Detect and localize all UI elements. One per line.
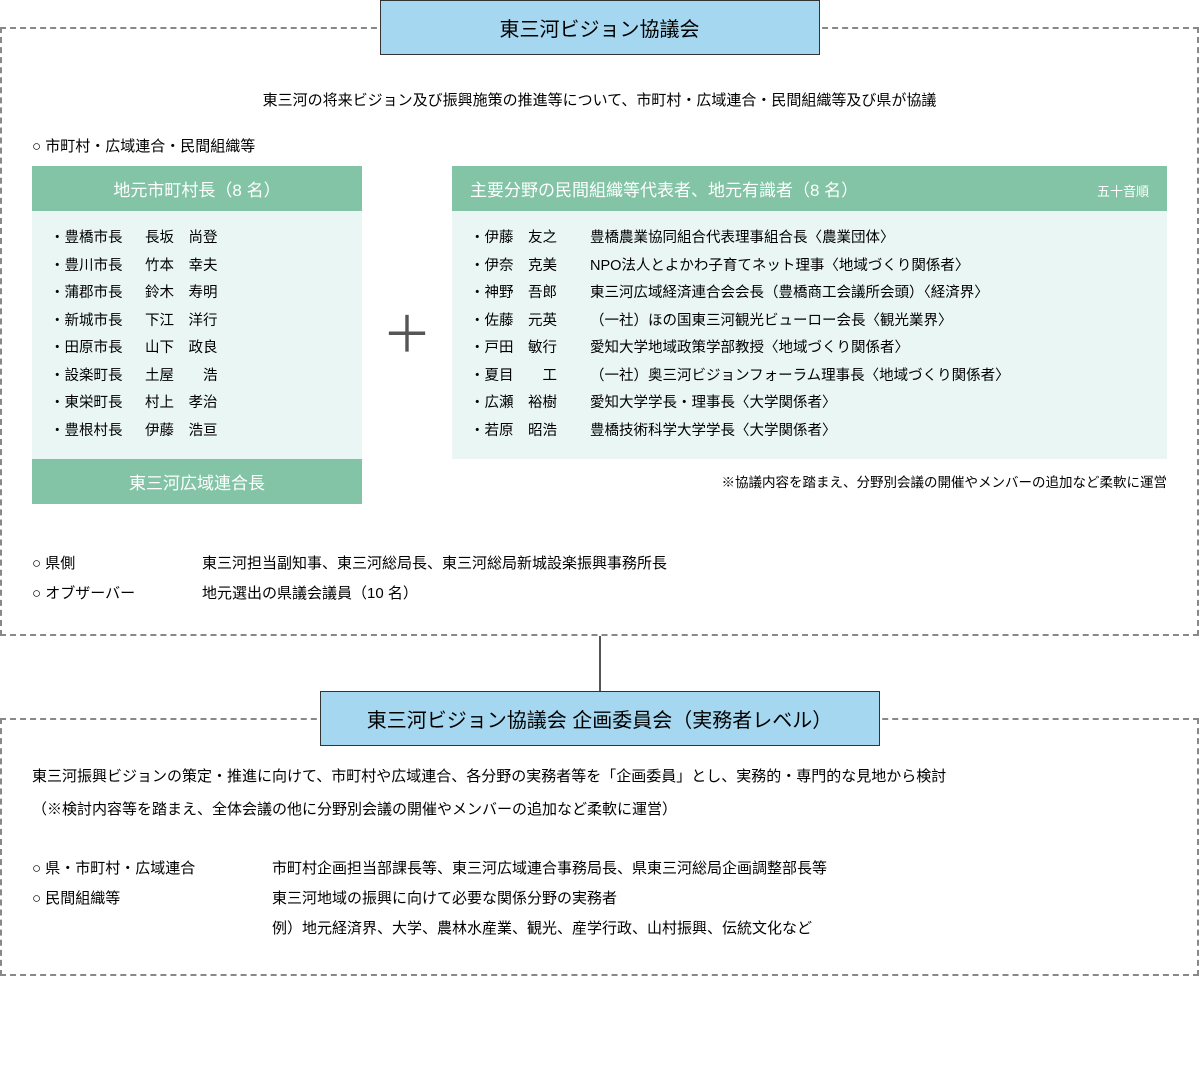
expert-row: ・広瀬 裕樹愛知大学学長・理事長〈大学関係者〉 (470, 390, 1149, 418)
expert-desc: 愛知大学学長・理事長〈大学関係者〉 (590, 390, 1149, 418)
member-name: 下江 洋行 (145, 308, 240, 336)
member-name: 伊藤 浩亘 (145, 418, 240, 446)
member-name: 土屋 浩 (145, 363, 240, 391)
sub-value: 例）地元経済界、大学、農林水産業、観光、産学行政、山村振興、伝統文化など (272, 914, 1167, 944)
expert-name: ・広瀬 裕樹 (470, 390, 590, 418)
committee-desc-a: 東三河振興ビジョンの策定・推進に向けて、市町村や広域連合、各分野の実務者等を「企… (32, 760, 1167, 793)
right-footnote: ※協議内容を踏まえ、分野別会議の開催やメンバーの追加など柔軟に運営 (452, 471, 1167, 491)
council-desc: 東三河の将来ビジョン及び振興施策の推進等について、市町村・広域連合・民間組織等及… (32, 89, 1167, 110)
main-title: 東三河ビジョン協議会 (380, 0, 820, 55)
member-role: ・豊川市長 (50, 253, 145, 281)
expert-row: ・神野 吾郎東三河広域経済連合会会長（豊橋商工会議所会頭）〈経済界〉 (470, 280, 1149, 308)
info-value: 地元選出の県議会議員（10 名） (202, 579, 418, 609)
member-role: ・新城市長 (50, 308, 145, 336)
expert-name: ・神野 吾郎 (470, 280, 590, 308)
expert-row: ・戸田 敏行愛知大学地域政策学部教授〈地域づくり関係者〉 (470, 335, 1149, 363)
member-name: 鈴木 寿明 (145, 280, 240, 308)
member-role: ・豊根村長 (50, 418, 145, 446)
member-row: ・田原市長山下 政良 (50, 335, 344, 363)
sub-value: 東三河地域の振興に向けて必要な関係分野の実務者 (272, 884, 1167, 914)
member-row: ・豊橋市長長坂 尚登 (50, 225, 344, 253)
member-row: ・豊川市長竹本 幸夫 (50, 253, 344, 281)
sub-row: ○ 県・市町村・広域連合市町村企画担当部課長等、東三河広域連合事務局長、県東三河… (32, 854, 1167, 884)
sub-title: 東三河ビジョン協議会 企画委員会（実務者レベル） (320, 691, 880, 746)
left-footer: 東三河広域連合長 (32, 459, 362, 504)
expert-desc: 豊橋技術科学大学学長〈大学関係者〉 (590, 418, 1149, 446)
expert-name: ・佐藤 元英 (470, 308, 590, 336)
section-label: ○ 市町村・広域連合・民間組織等 (32, 135, 1167, 156)
member-row: ・蒲郡市長鈴木 寿明 (50, 280, 344, 308)
sub-value: 市町村企画担当部課長等、東三河広域連合事務局長、県東三河総局企画調整部長等 (272, 854, 1167, 884)
expert-row: ・若原 昭浩豊橋技術科学大学学長〈大学関係者〉 (470, 418, 1149, 446)
info-rows: ○ 県側東三河担当副知事、東三河総局長、東三河総局新城設楽振興事務所長○ オブザ… (32, 549, 1167, 609)
expert-desc: （一社）奥三河ビジョンフォーラム理事長〈地域づくり関係者〉 (590, 363, 1149, 391)
info-row: ○ 県側東三河担当副知事、東三河総局長、東三河総局新城設楽振興事務所長 (32, 549, 1167, 579)
expert-row: ・伊藤 友之豊橋農業協同組合代表理事組合長〈農業団体〉 (470, 225, 1149, 253)
member-row: ・東栄町長村上 孝治 (50, 390, 344, 418)
expert-desc: （一社）ほの国東三河観光ビューロー会長〈観光業界〉 (590, 308, 1149, 336)
expert-row: ・夏目 工（一社）奥三河ビジョンフォーラム理事長〈地域づくり関係者〉 (470, 363, 1149, 391)
expert-desc: 愛知大学地域政策学部教授〈地域づくり関係者〉 (590, 335, 1149, 363)
sub-label: ○ 県・市町村・広域連合 (32, 854, 272, 884)
expert-name: ・伊藤 友之 (470, 225, 590, 253)
left-header: 地元市町村長（8 名） (32, 166, 362, 211)
left-body: ・豊橋市長長坂 尚登・豊川市長竹本 幸夫・蒲郡市長鈴木 寿明・新城市長下江 洋行… (32, 211, 362, 459)
info-value: 東三河担当副知事、東三河総局長、東三河総局新城設楽振興事務所長 (202, 549, 667, 579)
member-role: ・豊橋市長 (50, 225, 145, 253)
member-row: ・新城市長下江 洋行 (50, 308, 344, 336)
sort-note: 五十音順 (1097, 181, 1149, 200)
council-box: 東三河の将来ビジョン及び振興施策の推進等について、市町村・広域連合・民間組織等及… (0, 27, 1199, 636)
member-role: ・蒲郡市長 (50, 280, 145, 308)
member-name: 長坂 尚登 (145, 225, 240, 253)
sub-row: 例）地元経済界、大学、農林水産業、観光、産学行政、山村振興、伝統文化など (32, 914, 1167, 944)
left-panel: 地元市町村長（8 名） ・豊橋市長長坂 尚登・豊川市長竹本 幸夫・蒲郡市長鈴木 … (32, 166, 362, 504)
member-row: ・豊根村長伊藤 浩亘 (50, 418, 344, 446)
info-label: ○ オブザーバー (32, 579, 202, 609)
expert-row: ・佐藤 元英（一社）ほの国東三河観光ビューロー会長〈観光業界〉 (470, 308, 1149, 336)
expert-name: ・戸田 敏行 (470, 335, 590, 363)
expert-name: ・若原 昭浩 (470, 418, 590, 446)
plus-icon: ＋ (362, 310, 452, 360)
expert-name: ・伊奈 克美 (470, 253, 590, 281)
member-role: ・東栄町長 (50, 390, 145, 418)
member-name: 竹本 幸夫 (145, 253, 240, 281)
member-name: 山下 政良 (145, 335, 240, 363)
info-row: ○ オブザーバー地元選出の県議会議員（10 名） (32, 579, 1167, 609)
right-body: ・伊藤 友之豊橋農業協同組合代表理事組合長〈農業団体〉・伊奈 克美NPO法人とよ… (452, 211, 1167, 459)
expert-desc: 東三河広域経済連合会会長（豊橋商工会議所会頭）〈経済界〉 (590, 280, 1149, 308)
committee-desc-b: （※検討内容等を踏まえ、全体会議の他に分野別会議の開催やメンバーの追加など柔軟に… (32, 793, 1167, 826)
expert-desc: 豊橋農業協同組合代表理事組合長〈農業団体〉 (590, 225, 1149, 253)
info-label: ○ 県側 (32, 549, 202, 579)
expert-name: ・夏目 工 (470, 363, 590, 391)
right-header-text: 主要分野の民間組織等代表者、地元有識者（8 名） (470, 176, 858, 201)
member-role: ・田原市長 (50, 335, 145, 363)
right-header: 主要分野の民間組織等代表者、地元有識者（8 名） 五十音順 (452, 166, 1167, 211)
committee-box: 東三河振興ビジョンの策定・推進に向けて、市町村や広域連合、各分野の実務者等を「企… (0, 718, 1199, 976)
sub-label (32, 914, 272, 944)
connector-line (599, 636, 601, 691)
sub-label: ○ 民間組織等 (32, 884, 272, 914)
right-panel: 主要分野の民間組織等代表者、地元有識者（8 名） 五十音順 ・伊藤 友之豊橋農業… (452, 166, 1167, 491)
member-name: 村上 孝治 (145, 390, 240, 418)
expert-desc: NPO法人とよかわ子育てネット理事〈地域づくり関係者〉 (590, 253, 1149, 281)
sub-rows: ○ 県・市町村・広域連合市町村企画担当部課長等、東三河広域連合事務局長、県東三河… (32, 854, 1167, 944)
member-row: ・設楽町長土屋 浩 (50, 363, 344, 391)
member-role: ・設楽町長 (50, 363, 145, 391)
sub-row: ○ 民間組織等東三河地域の振興に向けて必要な関係分野の実務者 (32, 884, 1167, 914)
expert-row: ・伊奈 克美NPO法人とよかわ子育てネット理事〈地域づくり関係者〉 (470, 253, 1149, 281)
